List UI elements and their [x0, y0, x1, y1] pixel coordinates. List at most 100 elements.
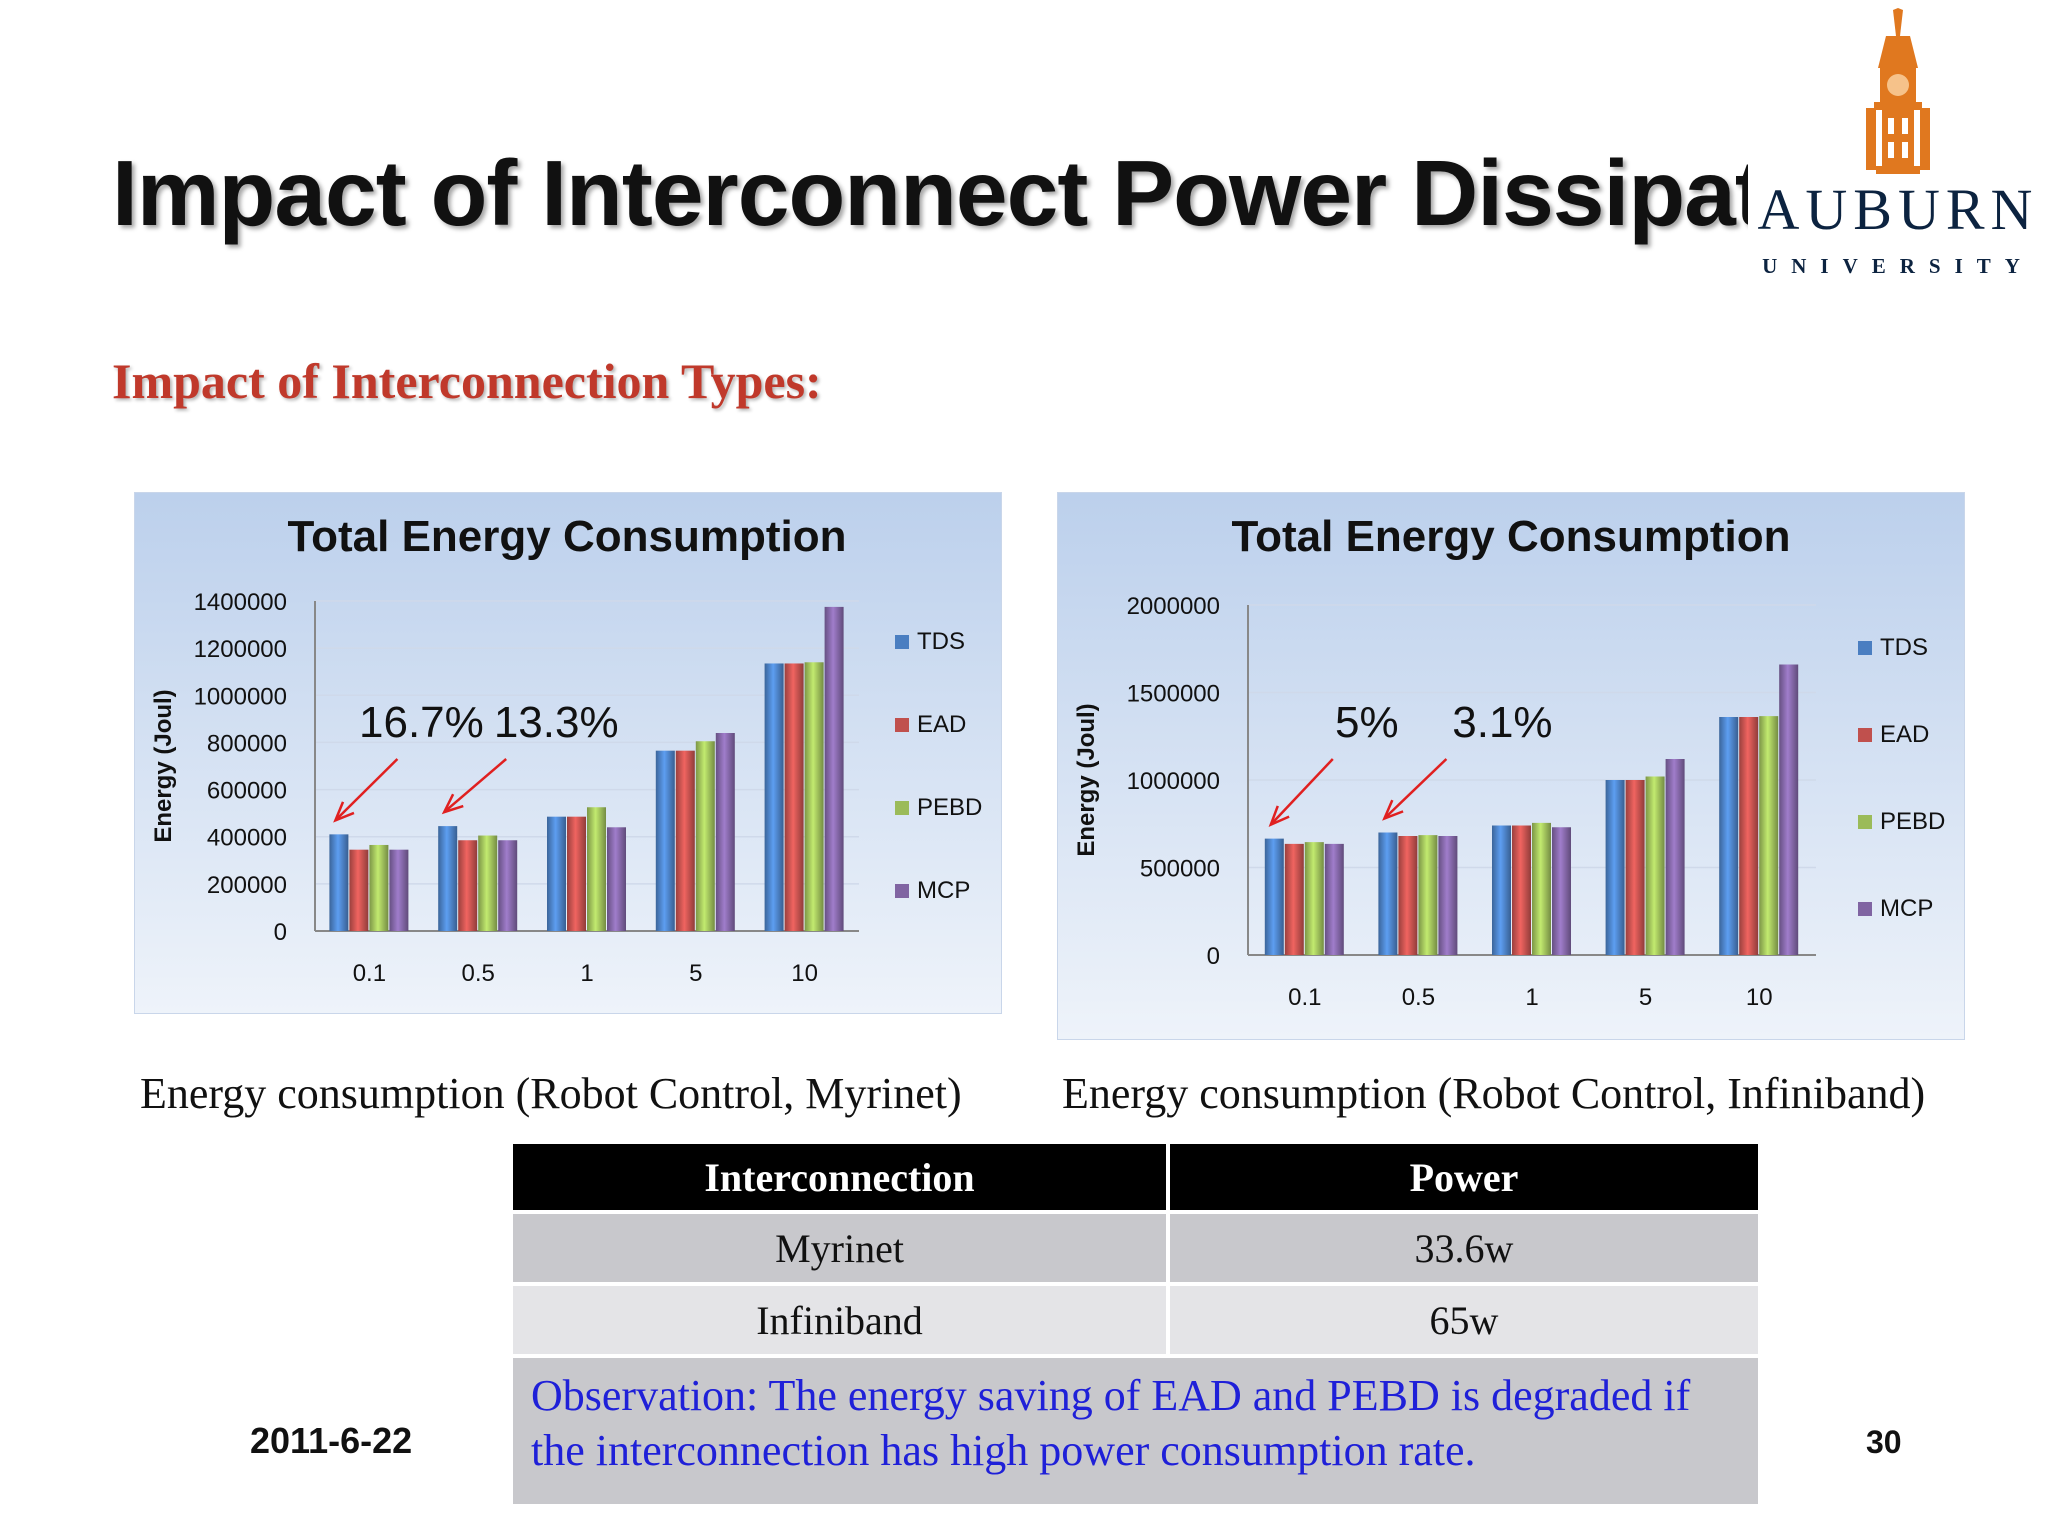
- slide-title: Impact of Interconnect Power Dissipati: [112, 141, 1791, 245]
- annotation-arrow: [443, 758, 508, 814]
- annotation-arrowhead: [1382, 799, 1404, 821]
- legend-swatch: [895, 884, 909, 898]
- y-tick-label: 600000: [207, 778, 287, 805]
- chart-myrinet: Total Energy Consumption 0 200000 400000 600…: [134, 492, 1002, 1014]
- x-tick-label: 10: [1746, 984, 1773, 1011]
- bar-tds: [764, 663, 784, 931]
- header-interconnection: Interconnection: [513, 1144, 1166, 1210]
- caption-myrinet: Energy consumption (Robot Control, Myrin…: [140, 1069, 962, 1118]
- bar-ead: [1739, 717, 1759, 955]
- bar-tds: [1605, 780, 1625, 955]
- header-power: Power: [1170, 1144, 1758, 1210]
- bar-pebd: [1304, 842, 1324, 955]
- legend-label: EAD: [1880, 721, 1929, 748]
- bar-tds: [329, 834, 349, 931]
- legend-label: MCP: [1880, 895, 1933, 922]
- y-tick-label: 200000: [207, 872, 287, 899]
- legend-label: EAD: [917, 711, 966, 738]
- y-tick-label: 0: [1207, 943, 1220, 970]
- legend-label: TDS: [1880, 634, 1928, 661]
- row-interconnection: Myrinet: [513, 1214, 1166, 1282]
- bar-mcp: [824, 606, 844, 931]
- bar-mcp: [1438, 836, 1458, 955]
- x-tick-label: 5: [1639, 984, 1652, 1011]
- bar-pebd: [1759, 716, 1779, 955]
- y-tick-label: 1400000: [194, 589, 287, 616]
- legend-swatch: [1858, 902, 1872, 916]
- y-tick-label: 1500000: [1127, 681, 1220, 708]
- bar-pebd: [369, 844, 389, 931]
- row-power: 65w: [1170, 1286, 1758, 1354]
- y-tick-label: 400000: [207, 825, 287, 852]
- annotation-arrowhead: [1268, 805, 1290, 827]
- x-tick-label: 0.1: [353, 960, 386, 987]
- bar-mcp: [607, 827, 626, 931]
- bar-ead: [458, 840, 478, 931]
- y-axis-label: Energy (Joul): [1073, 703, 1100, 856]
- caption-infiniband: Energy consumption (Robot Control, Infin…: [1062, 1069, 1926, 1118]
- x-tick-label: 10: [791, 960, 818, 987]
- chart-title: Total Energy Consumption: [288, 512, 847, 561]
- chart-myrinet-svg: Total Energy Consumption 0 200000 400000 600…: [150, 512, 982, 987]
- y-tick-label: 800000: [207, 730, 287, 757]
- bar-ead: [1284, 843, 1304, 955]
- legend-swatch: [1858, 641, 1872, 655]
- table-header-row: Interconnection Power: [513, 1144, 1758, 1210]
- legend-label: MCP: [917, 877, 970, 904]
- bar-ead: [349, 849, 369, 931]
- bar-pebd: [1645, 776, 1665, 955]
- x-tick-label: 0.5: [1402, 984, 1435, 1011]
- logo-subtitle: UNIVERSITY: [1762, 254, 2034, 278]
- bar-mcp: [1779, 664, 1799, 955]
- legend-swatch: [1858, 728, 1872, 742]
- legend-label: TDS: [917, 628, 965, 655]
- bar-tds: [1719, 717, 1739, 955]
- chart-title: Total Energy Consumption: [1232, 512, 1791, 561]
- logo-name: AUBURN: [1757, 177, 2039, 242]
- y-axis-label: Energy (Joul): [150, 689, 177, 842]
- bar-tds: [547, 816, 566, 931]
- y-tick-label: 2000000: [1127, 593, 1220, 620]
- chart-infiniband: Total Energy Consumption 0 500000 1000000 15…: [1057, 492, 1965, 1040]
- page-number: 30: [1866, 1424, 1902, 1460]
- bar-tds: [655, 750, 675, 931]
- bar-ead: [567, 816, 586, 931]
- legend-swatch: [895, 801, 909, 815]
- annotation-arrowhead: [333, 801, 355, 823]
- bar-mcp: [498, 840, 518, 931]
- table-row: Infiniband 65w: [513, 1286, 1758, 1354]
- y-tick-label: 1200000: [194, 636, 287, 663]
- annotation-label: 5%: [1335, 698, 1399, 747]
- bar-tds: [438, 826, 458, 931]
- bar-pebd: [804, 662, 824, 931]
- slide-date: 2011-6-22: [250, 1420, 413, 1461]
- bar-pebd: [695, 741, 715, 931]
- bar-mcp: [1665, 759, 1685, 955]
- bar-mcp: [715, 733, 735, 931]
- annotation-arrow: [1383, 758, 1448, 820]
- bar-mcp: [389, 849, 409, 931]
- y-tick-label: 0: [274, 919, 287, 946]
- bar-pebd: [478, 835, 498, 931]
- y-tick-label: 500000: [1140, 856, 1220, 883]
- power-table: Interconnection Power Myrinet 33.6w Infi…: [513, 1144, 1758, 1504]
- bar-pebd: [1418, 835, 1438, 955]
- bar-tds: [1492, 825, 1511, 955]
- x-tick-label: 5: [689, 960, 702, 987]
- x-tick-label: 0.1: [1288, 984, 1321, 1011]
- bar-pebd: [587, 807, 606, 931]
- observation-text: Observation: The energy saving of EAD an…: [513, 1358, 1758, 1504]
- bar-ead: [784, 663, 804, 931]
- section-subtitle: Impact of Interconnection Types:: [112, 353, 822, 409]
- bar-mcp: [1552, 827, 1571, 955]
- row-power: 33.6w: [1170, 1214, 1758, 1282]
- bell-tower-icon: [1866, 8, 1930, 174]
- bar-tds: [1378, 832, 1398, 955]
- annotation-label: 16.7%: [359, 698, 484, 747]
- table-row: Myrinet 33.6w: [513, 1214, 1758, 1282]
- chart-infiniband-svg: Total Energy Consumption0500000100000015…: [1073, 512, 1945, 1011]
- bar-mcp: [1324, 843, 1344, 955]
- legend-swatch: [1858, 815, 1872, 829]
- bar-ead: [1625, 780, 1645, 955]
- row-interconnection: Infiniband: [513, 1286, 1166, 1354]
